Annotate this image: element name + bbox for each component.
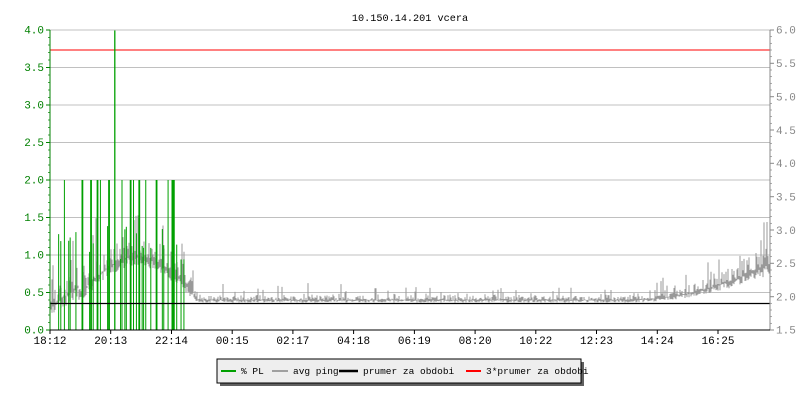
svg-text:2.0: 2.0 [776,293,796,305]
svg-text:1.5: 1.5 [776,326,796,338]
svg-text:12:23: 12:23 [580,336,613,348]
svg-text:5.5: 5.5 [776,59,796,71]
svg-text:1.5: 1.5 [24,213,44,225]
svg-text:prumer za obdobi: prumer za obdobi [363,366,455,377]
svg-text:4.0: 4.0 [24,26,44,38]
svg-text:4.0: 4.0 [776,159,796,171]
svg-text:22:14: 22:14 [155,336,188,348]
svg-text:avg ping: avg ping [293,366,339,377]
svg-text:20:13: 20:13 [94,336,127,348]
svg-text:3.0: 3.0 [776,226,796,238]
svg-text:1.0: 1.0 [24,251,44,263]
svg-text:3.5: 3.5 [776,193,796,205]
svg-text:0.5: 0.5 [24,288,44,300]
svg-text:16:25: 16:25 [701,336,734,348]
svg-text:5.0: 5.0 [776,93,796,105]
svg-text:2.5: 2.5 [776,259,796,271]
svg-text:08:20: 08:20 [459,336,492,348]
svg-text:% PL: % PL [241,366,264,377]
svg-text:10:22: 10:22 [519,336,552,348]
svg-text:10.150.14.201 vcera: 10.150.14.201 vcera [352,14,468,25]
svg-text:06:19: 06:19 [398,336,431,348]
svg-text:04:18: 04:18 [337,336,370,348]
svg-text:00:15: 00:15 [216,336,249,348]
svg-text:6.0: 6.0 [776,26,796,38]
svg-text:2.5: 2.5 [24,138,44,150]
svg-text:3.0: 3.0 [24,101,44,113]
svg-text:3*prumer za obdobi: 3*prumer za obdobi [486,366,589,377]
svg-text:3.5: 3.5 [24,63,44,75]
svg-text:18:12: 18:12 [33,336,66,348]
svg-text:4.5: 4.5 [776,126,796,138]
svg-text:02:17: 02:17 [276,336,309,348]
svg-text:14:24: 14:24 [641,336,674,348]
svg-text:2.0: 2.0 [24,176,44,188]
